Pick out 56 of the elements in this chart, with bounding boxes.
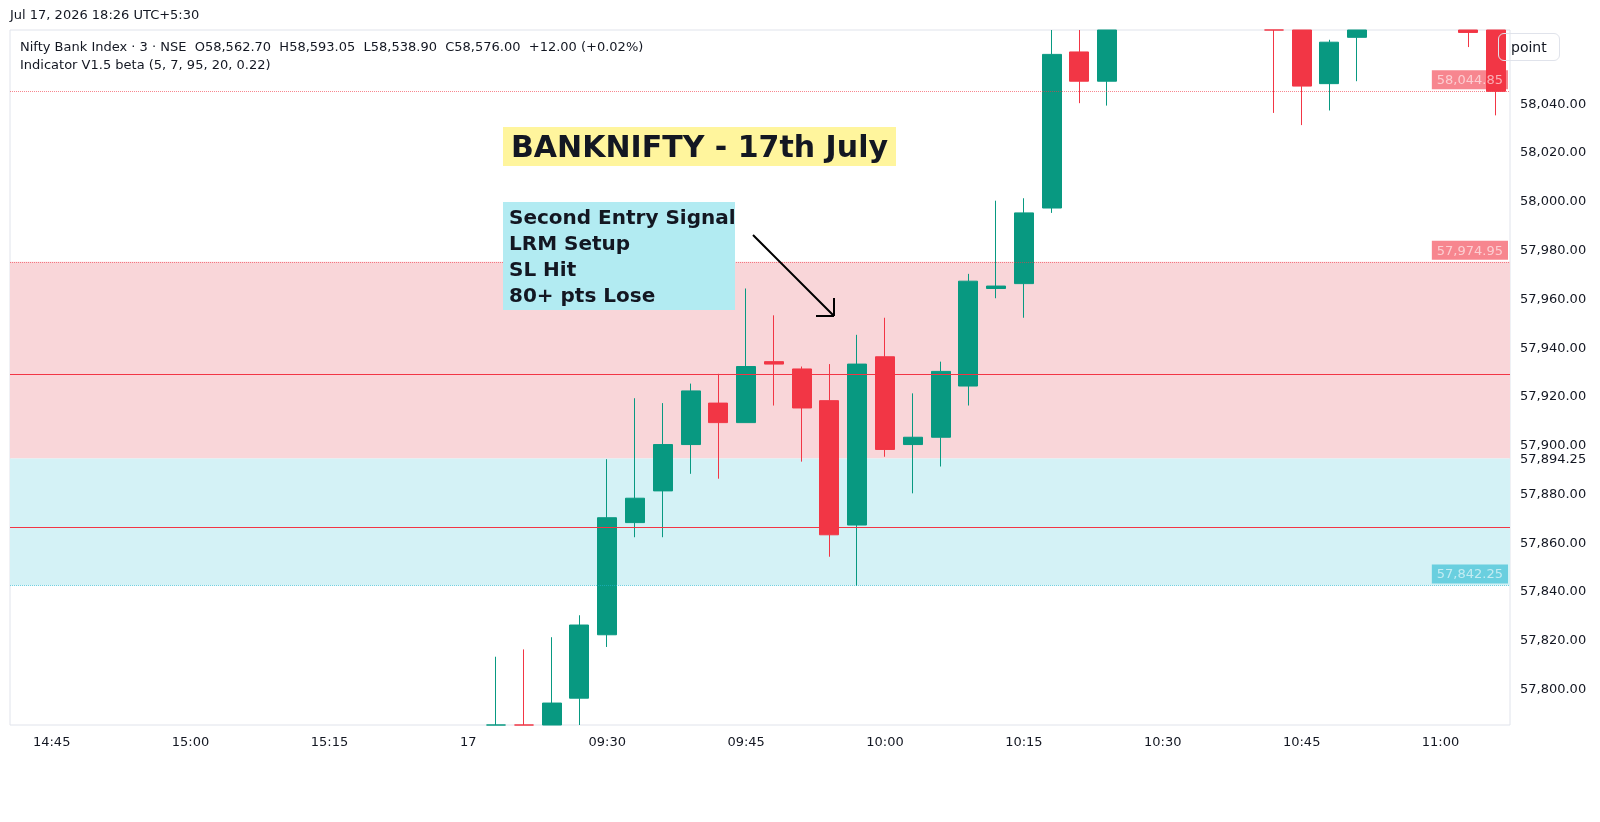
y-tick-label: 57,894.25 [1520, 451, 1587, 467]
candlestick [903, 392, 923, 494]
text: Nifty Bank Index · 3 · NSE O58,562.70 H58,593.05 L58,538.90 C58,576.00 +12.00 (+0.02%) [20, 39, 644, 54]
y-tick-label: 57,980.00 [1520, 241, 1587, 257]
candlestick [597, 458, 617, 648]
candlestick [958, 273, 978, 407]
candlestick [653, 402, 673, 538]
candlestick [1319, 39, 1339, 111]
x-tick-label: 15:00 [171, 734, 210, 749]
candlestick [1264, 29, 1284, 114]
y-tick-label: 57,940.00 [1520, 339, 1587, 355]
ref-line-label: 57,974.95 [1436, 242, 1503, 258]
candlestick [986, 200, 1006, 299]
candlestick [542, 636, 562, 726]
x-tick-label: 09:45 [727, 734, 765, 749]
y-tick-label: 58,000.00 [1520, 193, 1587, 209]
x-tick-label: 10:00 [866, 734, 904, 749]
candlestick [1097, 29, 1117, 107]
x-tick-label: 11:00 [1421, 734, 1460, 749]
annotation: Second Entry Signal LRM Setup SL Hit 80+ pts Lose [503, 202, 736, 310]
y-tick-label: 57,900.00 [1520, 437, 1587, 453]
x-tick-label: 17 [460, 734, 477, 749]
candlestick [931, 361, 951, 468]
y-tick-label: 57,960.00 [1520, 290, 1587, 306]
x-tick-label: 10:15 [1005, 734, 1043, 749]
candlestick [486, 656, 506, 726]
y-tick-label: 57,920.00 [1520, 388, 1587, 404]
y-tick-label: 57,880.00 [1520, 485, 1587, 501]
text: BANKNIFTY - 17th July [503, 127, 896, 166]
annotation: Indicator V1.5 beta (5, 7, 95, 20, 0.22) [20, 57, 271, 72]
y-tick-label: 58,040.00 [1520, 95, 1587, 111]
candlestick [681, 383, 701, 475]
candlestick [1014, 197, 1034, 319]
candlestick [1069, 29, 1089, 104]
text: point [1498, 33, 1560, 61]
candlestick [1347, 29, 1367, 82]
candlestick [1292, 29, 1312, 126]
y-tick-label: 57,820.00 [1520, 632, 1587, 648]
candlestick [1042, 29, 1062, 214]
x-tick-label: 15:15 [310, 734, 349, 749]
candlestick [736, 287, 756, 424]
candlestick [1458, 29, 1478, 48]
y-tick-label: 57,860.00 [1520, 534, 1587, 550]
candlestick [847, 334, 867, 587]
x-tick-label: 10:30 [1144, 734, 1182, 749]
y-tick-label: 57,800.00 [1520, 680, 1587, 696]
ref-line-label: 57,842.25 [1436, 566, 1503, 582]
x-tick-label: 14:45 [32, 734, 71, 749]
candlestick [625, 397, 645, 538]
x-tick-label: 10:45 [1282, 734, 1321, 749]
x-tick-label: 09:30 [588, 734, 626, 749]
y-tick-label: 57,840.00 [1520, 583, 1587, 599]
candlestick [514, 648, 534, 726]
y-tick-label: 58,020.00 [1520, 144, 1587, 160]
text: Jul 17, 2026 18:26 UTC+5:30 [10, 7, 200, 22]
candlestick [569, 614, 589, 726]
